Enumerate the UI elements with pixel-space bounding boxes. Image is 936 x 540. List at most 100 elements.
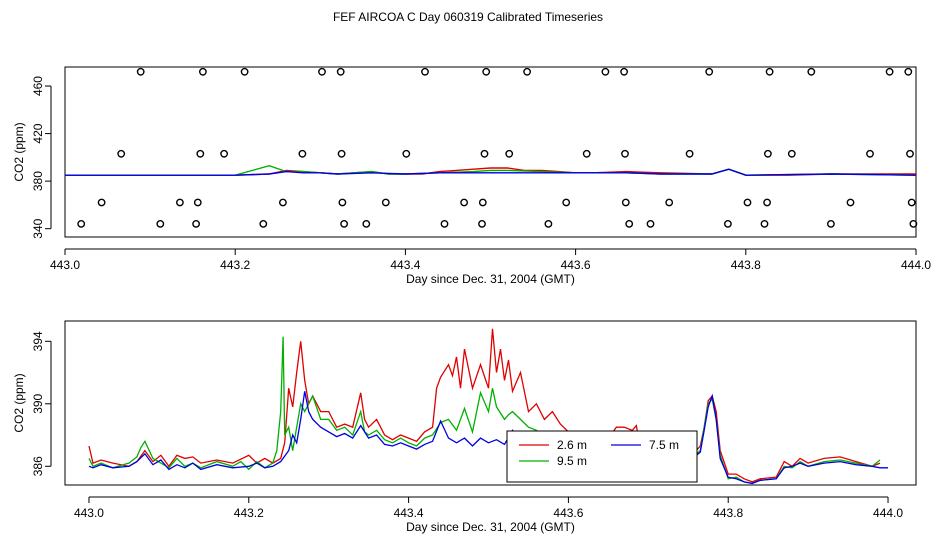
- bottom-y-axis-title: CO2 (ppm): [12, 373, 26, 432]
- bottom-x-axis-title: Day since Dec. 31, 2004 (GMT): [406, 520, 575, 534]
- bottom-y-axis: 386 390 394: [31, 331, 52, 476]
- open-circle-marker-37: [621, 149, 629, 158]
- open-circle-marker-56: [904, 67, 913, 76]
- top-open-circle-markers: [77, 67, 918, 228]
- open-circle-marker-20: [362, 219, 371, 228]
- y-tick-label-340: 340: [31, 218, 45, 238]
- open-circle-marker-26: [480, 149, 489, 158]
- top-x-axis-title: Day since Dec. 31, 2004 (GMT): [406, 272, 575, 286]
- open-circle-marker-47: [764, 149, 772, 158]
- open-circle-marker-16: [337, 149, 346, 158]
- open-circle-marker-7: [196, 149, 205, 158]
- bottom-plot-frame: [64, 320, 917, 486]
- open-circle-marker-52: [827, 219, 835, 228]
- top-series-line-7-5-m: [65, 168, 917, 176]
- top-y-axis: 340 380 420 460: [31, 76, 52, 239]
- y-tick-label-390: 390: [31, 393, 45, 413]
- top-x-axis: 443.0 443.2 443.4 443.6 443.8 444.0: [50, 248, 931, 272]
- open-circle-marker-46: [760, 219, 769, 228]
- open-circle-marker-38: [621, 198, 630, 207]
- open-circle-marker-58: [907, 198, 916, 207]
- open-circle-marker-55: [885, 67, 894, 76]
- y-tick-label-394: 394: [31, 331, 45, 351]
- y-tick-label-460: 460: [31, 76, 45, 96]
- open-circle-marker-50: [787, 149, 796, 158]
- open-circle-marker-12: [259, 219, 268, 228]
- open-circle-marker-0: [77, 219, 86, 228]
- bottom-x-axis: 443.0 443.2 443.4 443.6 443.8 444.0: [74, 496, 903, 520]
- open-circle-marker-53: [846, 198, 855, 207]
- open-circle-marker-42: [685, 149, 694, 158]
- x-tick-label-443-2: 443.2: [220, 258, 250, 272]
- top-series-line-9-5-m: [65, 164, 917, 176]
- open-circle-marker-11: [240, 67, 249, 76]
- open-circle-marker-1: [97, 198, 106, 207]
- open-circle-marker-14: [298, 149, 307, 158]
- legend-label-2-6m: 2.6 m: [557, 438, 587, 452]
- open-circle-marker-35: [601, 67, 610, 76]
- bottom-series-line-2-6-m: [88, 328, 881, 483]
- x-tick-label-443-6: 443.6: [561, 258, 591, 272]
- bottom-panel: 443.0 443.2 443.4 443.6 443.8 444.0 386 390 394…: [12, 320, 917, 534]
- x-tick-label-443-4: 443.4: [390, 258, 420, 272]
- open-circle-marker-54: [866, 149, 874, 158]
- open-circle-marker-27: [478, 198, 487, 207]
- open-circle-marker-45: [743, 198, 752, 207]
- open-circle-marker-34: [582, 149, 591, 158]
- open-circle-marker-17: [338, 198, 347, 207]
- y-tick-label-420: 420: [31, 123, 45, 143]
- open-circle-marker-32: [544, 219, 553, 228]
- open-circle-marker-43: [705, 67, 714, 76]
- open-circle-marker-48: [763, 198, 771, 207]
- open-circle-marker-2: [117, 149, 126, 158]
- open-circle-marker-3: [136, 67, 145, 76]
- open-circle-marker-30: [505, 149, 514, 158]
- open-circle-marker-28: [478, 219, 486, 228]
- top-panel: 443.0 443.2 443.4 443.6 443.8 444.0 340 380 420…: [12, 66, 931, 286]
- open-circle-marker-4: [156, 219, 165, 228]
- open-circle-marker-23: [421, 67, 429, 76]
- x-tick-label-443-4: 443.4: [394, 506, 424, 520]
- open-circle-marker-40: [646, 219, 655, 228]
- chart-title: FEF AIRCOA C Day 060319 Calibrated Times…: [332, 10, 604, 24]
- open-circle-marker-39: [625, 219, 634, 228]
- top-series-lines: [65, 164, 917, 176]
- bottom-series-line-9-5-m: [88, 336, 881, 485]
- open-circle-marker-18: [340, 219, 348, 228]
- x-tick-label-443-8: 443.8: [713, 506, 743, 520]
- open-circle-marker-24: [440, 219, 449, 228]
- open-circle-marker-25: [460, 198, 468, 207]
- open-circle-marker-5: [175, 198, 184, 207]
- x-tick-label-443-0: 443.0: [74, 506, 104, 520]
- open-circle-marker-22: [402, 149, 411, 158]
- x-tick-label-444-0: 444.0: [901, 258, 931, 272]
- top-y-axis-title: CO2 (ppm): [12, 122, 26, 181]
- open-circle-marker-59: [909, 219, 918, 228]
- bottom-series-lines: [88, 328, 888, 485]
- open-circle-marker-19: [336, 67, 345, 76]
- y-tick-label-386: 386: [31, 456, 45, 476]
- legend-label-7-5m: 7.5 m: [649, 438, 679, 452]
- x-tick-label-444-0: 444.0: [873, 506, 903, 520]
- x-tick-label-443-0: 443.0: [50, 258, 80, 272]
- open-circle-marker-15: [318, 67, 326, 76]
- open-circle-marker-36: [620, 67, 628, 76]
- legend: 2.6 m 9.5 m 7.5 m: [506, 430, 698, 483]
- x-tick-label-443-6: 443.6: [553, 506, 583, 520]
- legend-label-9-5m: 9.5 m: [557, 454, 587, 468]
- open-circle-marker-31: [523, 67, 531, 76]
- x-tick-label-443-2: 443.2: [234, 506, 264, 520]
- bottom-series-line-7-5-m: [88, 391, 888, 485]
- open-circle-marker-49: [765, 67, 774, 76]
- y-tick-label-380: 380: [31, 171, 45, 191]
- open-circle-marker-33: [562, 198, 571, 207]
- open-circle-marker-9: [192, 219, 201, 228]
- open-circle-marker-10: [220, 149, 229, 158]
- open-circle-marker-29: [482, 67, 491, 76]
- open-circle-marker-13: [278, 198, 287, 207]
- open-circle-marker-21: [381, 198, 390, 207]
- open-circle-marker-57: [906, 149, 914, 158]
- open-circle-marker-51: [807, 67, 816, 76]
- legend-frame: [506, 430, 698, 483]
